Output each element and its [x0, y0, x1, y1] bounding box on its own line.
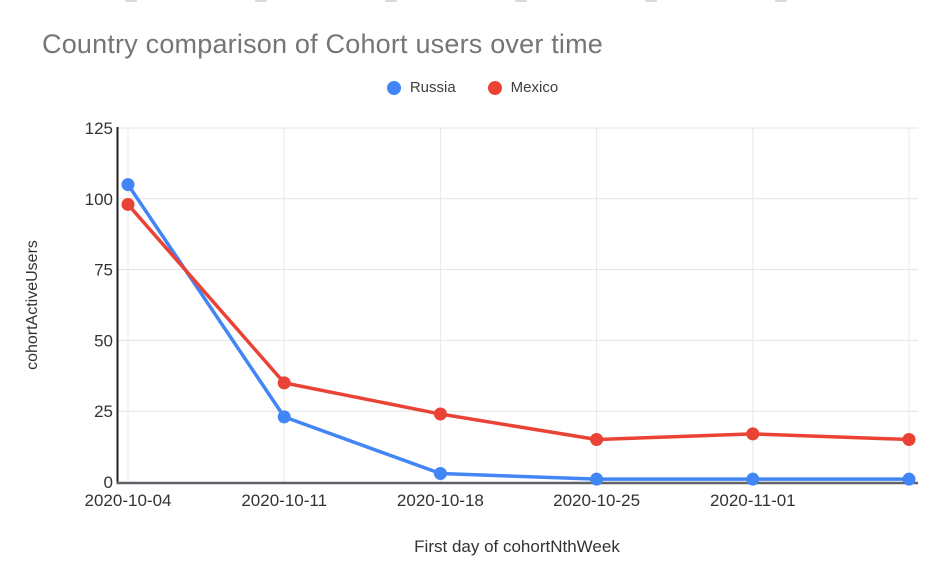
crop-artifact: [645, 0, 657, 2]
data-point-russia[interactable]: [277, 410, 291, 424]
x-axis-title: First day of cohortNthWeek: [414, 537, 620, 556]
crop-artifact: [255, 0, 267, 2]
crop-artifact: [385, 0, 397, 2]
data-point-russia[interactable]: [121, 178, 135, 192]
y-tick-label: 75: [94, 261, 113, 280]
data-point-russia[interactable]: [902, 472, 916, 486]
x-tick-label: 2020-10-18: [397, 491, 484, 510]
series-line-russia: [126, 182, 911, 481]
crop-artifact: [775, 0, 787, 2]
x-tick-label: 2020-11-01: [710, 491, 796, 510]
y-tick-label: 25: [94, 402, 113, 421]
y-axis-title: cohortActiveUsers: [24, 240, 41, 370]
data-point-russia[interactable]: [590, 472, 604, 486]
mexico-series-dot-icon: [487, 80, 502, 95]
data-point-russia[interactable]: [433, 467, 447, 481]
data-point-russia[interactable]: [746, 472, 760, 486]
y-tick-label: 0: [104, 473, 113, 492]
legend-label-russia: Russia: [409, 79, 456, 96]
data-point-mexico[interactable]: [902, 433, 916, 447]
legend-item-mexico[interactable]: Mexico: [487, 79, 559, 96]
legend-item-russia[interactable]: Russia: [386, 79, 456, 96]
y-tick-label: 50: [94, 331, 113, 350]
legend-label-mexico: Mexico: [510, 79, 559, 96]
x-tick-label: 2020-10-25: [553, 491, 640, 510]
data-point-mexico[interactable]: [433, 407, 447, 421]
russia-series-dot-icon: [386, 80, 401, 95]
data-point-mexico[interactable]: [590, 433, 604, 447]
data-point-mexico[interactable]: [746, 427, 760, 441]
crop-artifact: [125, 0, 137, 2]
chart-title: Country comparison of Cohort users over …: [42, 29, 604, 59]
x-tick-label: 2020-10-11: [241, 491, 327, 510]
crop-artifact: [515, 0, 527, 2]
chart-legend: Russia Mexico: [0, 79, 945, 96]
y-tick-label: 125: [85, 119, 113, 138]
data-point-mexico[interactable]: [277, 376, 291, 390]
data-point-mexico[interactable]: [121, 197, 135, 211]
x-tick-label: 2020-10-04: [85, 491, 172, 510]
y-tick-label: 100: [85, 190, 113, 209]
series-line-mexico: [126, 202, 911, 442]
